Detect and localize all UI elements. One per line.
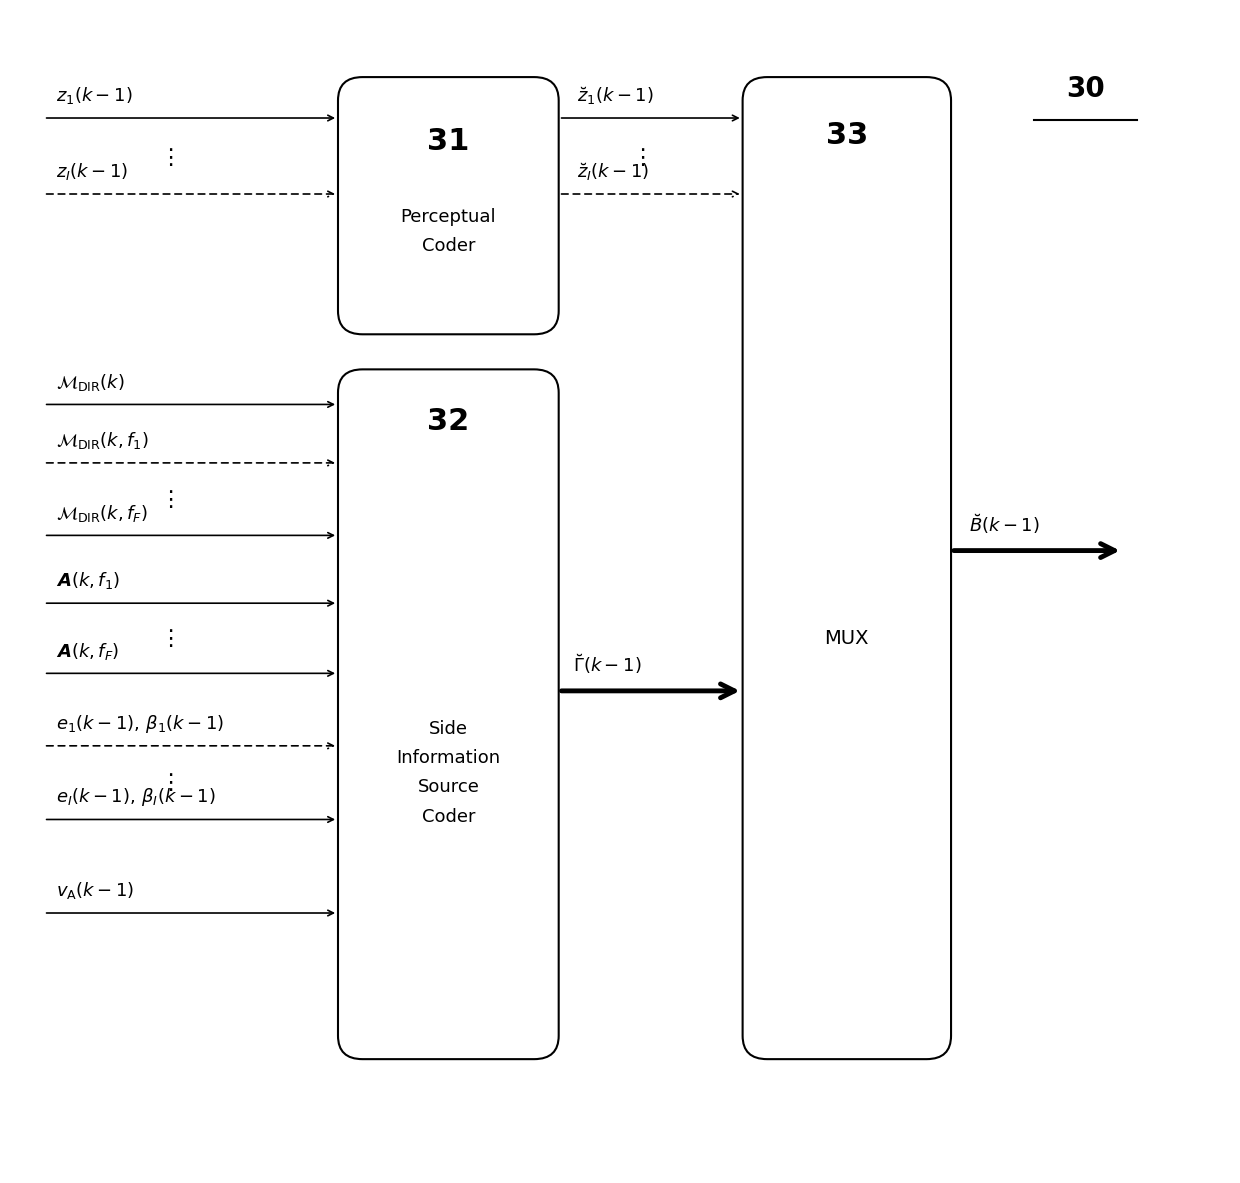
Text: $\mathcal{M}_{\mathrm{DIR}}(k,f_1)$: $\mathcal{M}_{\mathrm{DIR}}(k,f_1)$ [56,431,149,451]
Text: Perceptual
Coder: Perceptual Coder [401,208,496,256]
Text: $\breve{z}_1(k-1)$: $\breve{z}_1(k-1)$ [577,85,653,106]
Text: $v_{\mathrm{A}}(k-1)$: $v_{\mathrm{A}}(k-1)$ [56,880,134,901]
Text: $\breve{\Gamma}(k-1)$: $\breve{\Gamma}(k-1)$ [573,652,642,675]
Text: $\vdots$: $\vdots$ [159,771,174,793]
Text: Side
Information
Source
Coder: Side Information Source Coder [397,720,501,826]
Text: 31: 31 [427,127,470,156]
Text: $z_1(k-1)$: $z_1(k-1)$ [56,85,133,106]
Text: $\mathcal{M}_{\mathrm{DIR}}(k)$: $\mathcal{M}_{\mathrm{DIR}}(k)$ [56,371,125,393]
Text: $e_1(k-1),\,\beta_1(k-1)$: $e_1(k-1),\,\beta_1(k-1)$ [56,712,224,735]
Text: $\boldsymbol{A}(k,f_1)$: $\boldsymbol{A}(k,f_1)$ [56,570,120,592]
Text: 33: 33 [826,121,868,150]
Text: $\mathcal{M}_{\mathrm{DIR}}(k,f_F)$: $\mathcal{M}_{\mathrm{DIR}}(k,f_F)$ [56,503,148,524]
Text: $e_I(k-1),\,\beta_I(k-1)$: $e_I(k-1),\,\beta_I(k-1)$ [56,787,216,808]
Text: $\vdots$: $\vdots$ [631,146,646,168]
FancyBboxPatch shape [339,369,559,1059]
Text: $\vdots$: $\vdots$ [159,627,174,649]
Text: $\breve{z}_I(k-1)$: $\breve{z}_I(k-1)$ [577,161,650,182]
FancyBboxPatch shape [743,77,951,1059]
Text: $z_I(k-1)$: $z_I(k-1)$ [56,161,128,182]
Text: MUX: MUX [825,628,869,648]
Text: 30: 30 [1066,75,1105,103]
Text: $\vdots$: $\vdots$ [159,146,174,168]
Text: 32: 32 [428,407,470,437]
FancyBboxPatch shape [339,77,559,335]
Text: $\vdots$: $\vdots$ [159,489,174,510]
Text: $\breve{B}(k-1)$: $\breve{B}(k-1)$ [970,512,1040,536]
Text: $\boldsymbol{A}(k,f_F)$: $\boldsymbol{A}(k,f_F)$ [56,641,119,661]
